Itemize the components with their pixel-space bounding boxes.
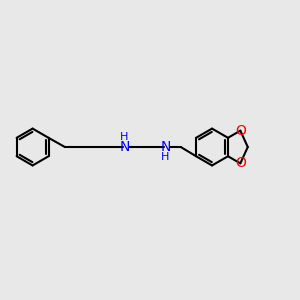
Text: H: H (120, 132, 128, 142)
Text: H: H (161, 152, 170, 162)
Text: N: N (119, 140, 130, 154)
Text: N: N (160, 140, 171, 154)
Text: O: O (235, 156, 246, 170)
Text: O: O (235, 124, 246, 138)
